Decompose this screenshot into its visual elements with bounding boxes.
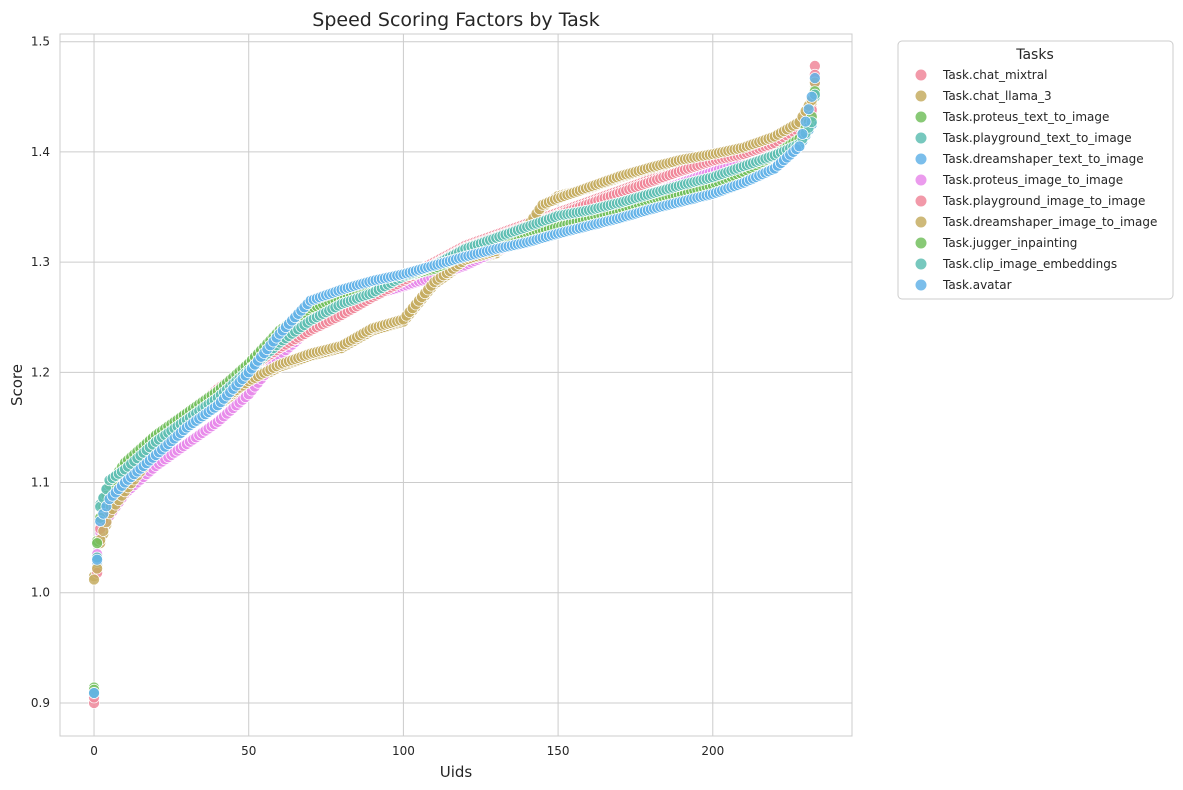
- data-points: [88, 60, 821, 709]
- legend-title: Tasks: [1015, 47, 1054, 63]
- data-point: [88, 573, 100, 586]
- y-tick-labels: 0.9 1.0 1.1 1.2 1.3 1.4 1.5: [31, 35, 50, 710]
- data-point: [799, 115, 812, 128]
- series-Task.avatar: [88, 72, 821, 699]
- x-tick-label: 100: [392, 744, 415, 758]
- legend-label: Task.avatar: [942, 278, 1012, 292]
- legend-marker: [915, 216, 927, 228]
- legend-marker: [915, 279, 927, 291]
- y-tick-label: 1.5: [31, 35, 50, 49]
- legend-label: Task.playground_text_to_image: [942, 131, 1132, 145]
- y-tick-label: 1.2: [31, 365, 50, 379]
- x-tick-labels: 0 50 100 150 200: [90, 744, 724, 758]
- series-Task.clip_image_embeddings: [88, 88, 821, 699]
- legend-marker: [915, 111, 927, 123]
- legend-marker: [915, 132, 927, 144]
- legend-marker: [915, 69, 927, 81]
- plot-area: [59, 33, 853, 737]
- x-tick-label: 50: [241, 744, 256, 758]
- y-tick-label: 1.0: [31, 586, 50, 600]
- legend-marker: [915, 195, 927, 207]
- legend-label: Task.chat_mixtral: [942, 68, 1047, 82]
- series-Task.proteus_image_to_image: [88, 77, 821, 698]
- data-point: [802, 103, 815, 116]
- data-point: [91, 553, 103, 566]
- series-Task.dreamshaper_image_to_image: [88, 76, 821, 586]
- legend-label: Task.proteus_text_to_image: [942, 110, 1109, 124]
- legend-label: Task.jugger_inpainting: [942, 236, 1077, 250]
- legend-items: Task.chat_mixtral Task.chat_llama_3 Task.p…: [915, 68, 1157, 292]
- gridlines: [60, 34, 852, 736]
- chart-title: Speed Scoring Factors by Task: [312, 9, 599, 31]
- legend-label: Task.dreamshaper_image_to_image: [942, 215, 1157, 229]
- data-point: [88, 687, 100, 699]
- legend-label: Task.clip_image_embeddings: [942, 257, 1117, 271]
- legend-label: Task.playground_image_to_image: [942, 194, 1145, 208]
- data-point: [805, 90, 818, 103]
- x-tick-label: 0: [90, 744, 98, 758]
- legend-box: [897, 40, 1174, 300]
- legend-marker: [915, 153, 927, 165]
- y-tick-label: 1.4: [31, 145, 50, 159]
- legend-label: Task.chat_llama_3: [942, 89, 1052, 103]
- data-point: [796, 128, 809, 140]
- legend-marker: [915, 174, 927, 186]
- y-tick-label: 1.1: [31, 476, 50, 490]
- series-Task.playground_image_to_image: [88, 68, 821, 704]
- legend-marker: [915, 90, 927, 102]
- x-axis-label: Uids: [440, 763, 473, 781]
- legend-marker: [915, 258, 927, 270]
- data-point: [809, 72, 821, 84]
- legend-marker: [915, 237, 927, 249]
- legend: Tasks Task.chat_mixtral Task.chat_llama_3…: [897, 40, 1174, 300]
- y-tick-label: 1.3: [31, 255, 50, 269]
- data-point: [793, 140, 806, 153]
- y-tick-label: 0.9: [31, 696, 50, 710]
- data-point: [91, 537, 103, 549]
- x-tick-label: 200: [701, 744, 724, 758]
- legend-label: Task.dreamshaper_text_to_image: [942, 152, 1144, 166]
- x-tick-label: 150: [547, 744, 570, 758]
- legend-label: Task.proteus_image_to_image: [942, 173, 1123, 187]
- plot-frame: [59, 33, 853, 737]
- y-axis-label: Score: [8, 364, 26, 406]
